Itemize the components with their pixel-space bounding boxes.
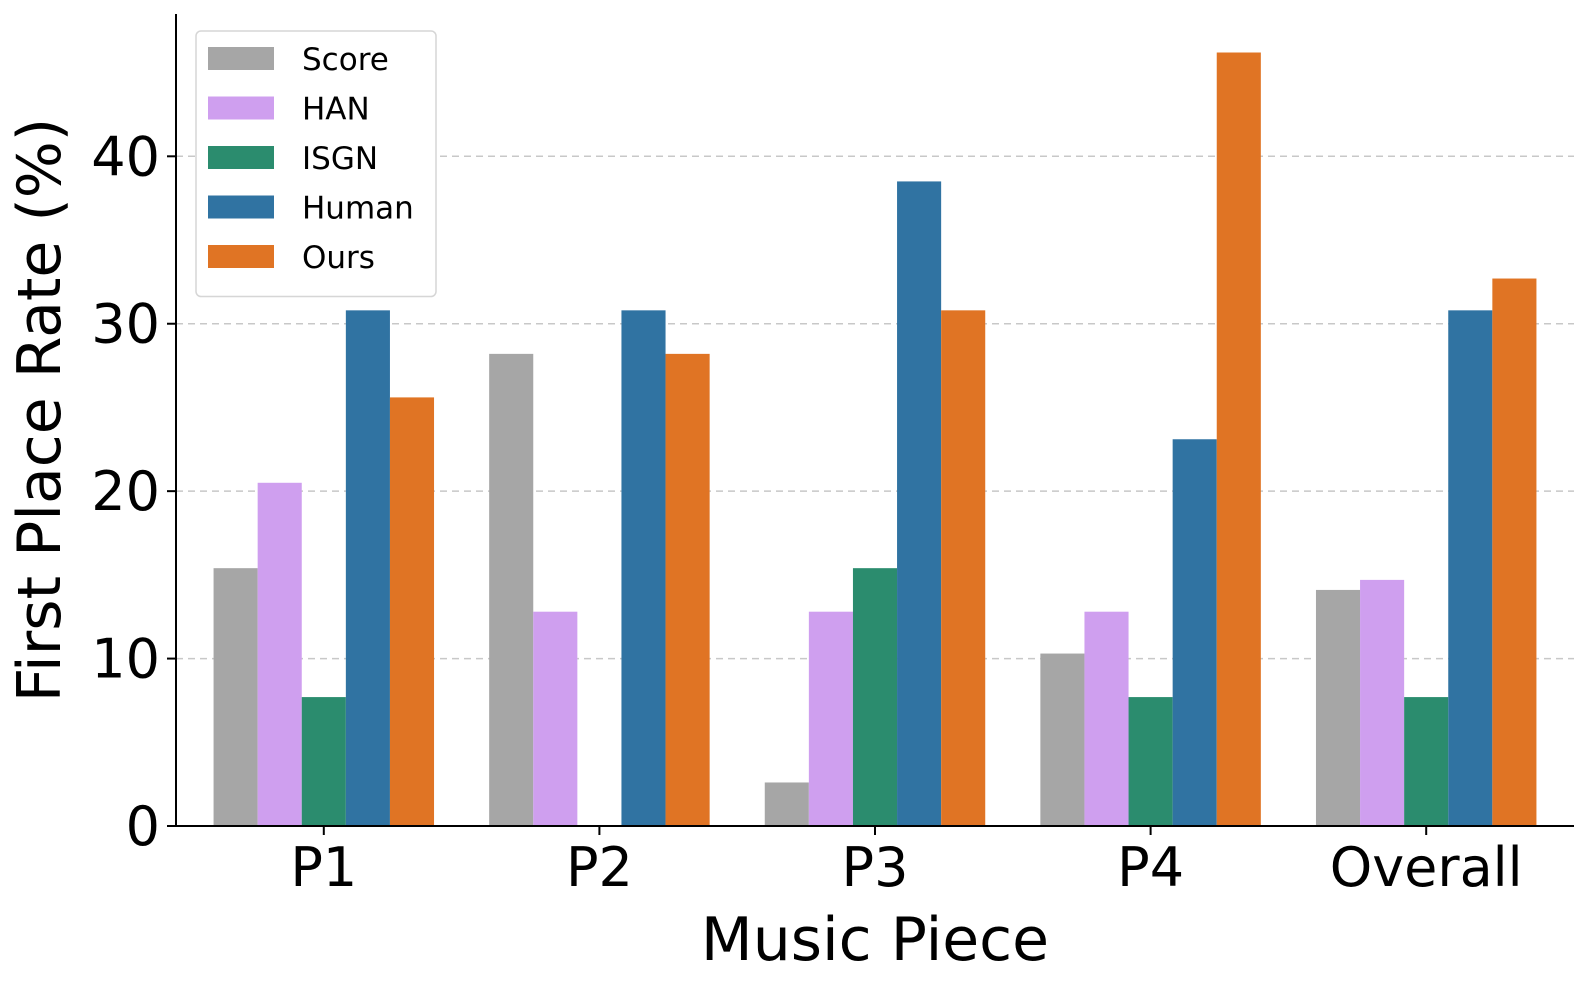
bar-human-p4 (1172, 439, 1217, 826)
bar-human-p3 (897, 181, 942, 827)
bar-isgn-p3 (852, 568, 898, 826)
bar-isgn-p4 (1128, 697, 1173, 826)
bar-human-p2 (621, 310, 666, 826)
bar-isgn-overall (1404, 697, 1449, 826)
bar-han-p2 (533, 611, 578, 826)
y-tick-label: 0 (126, 795, 160, 858)
bar-ours-p2 (665, 353, 710, 826)
bar-han-p1 (257, 482, 302, 826)
legend-swatch-score (208, 47, 274, 70)
bar-han-overall (1360, 579, 1405, 826)
y-tick-label: 30 (91, 293, 160, 356)
y-axis-title: First Place Rate (%) (5, 118, 75, 702)
bar-han-p4 (1084, 611, 1129, 826)
x-axis-title: Music Piece (701, 905, 1049, 975)
tick-labels: 0 10 20 30 40 P1 P2 P3 P4 Overall (91, 125, 1522, 899)
x-tick-label: P3 (842, 836, 909, 899)
y-tick-label: 10 (91, 628, 160, 691)
bar-score-p1 (213, 568, 258, 826)
legend-swatch-ours (208, 245, 274, 268)
legend-label-han: HAN (302, 92, 370, 128)
x-tick-label: P2 (566, 836, 633, 899)
y-tick-label: 20 (91, 460, 160, 523)
bar-ours-p3 (941, 310, 986, 826)
legend-swatch-han (208, 96, 274, 120)
x-tick-label: Overall (1330, 836, 1523, 899)
x-tick-label: P4 (1117, 836, 1184, 899)
bar-ours-p4 (1216, 52, 1261, 827)
legend-label-human: Human (302, 191, 414, 227)
bar-isgn-p1 (301, 697, 346, 826)
x-tick-label: P1 (290, 836, 357, 899)
bar-human-p1 (345, 310, 390, 826)
legend: Score HAN ISGN Human Ours (195, 30, 437, 298)
bar-human-overall (1448, 310, 1493, 826)
y-tick-label: 40 (91, 125, 160, 188)
legend-label-ours: Ours (302, 240, 375, 276)
bar-han-p3 (808, 611, 853, 826)
legend-label-score: Score (302, 42, 389, 78)
bar-ours-overall (1492, 278, 1537, 826)
bar-ours-p1 (389, 397, 435, 826)
legend-swatch-isgn (208, 146, 274, 169)
bar-score-p3 (764, 782, 809, 826)
bar-score-p2 (489, 353, 534, 826)
legend-swatch-human (208, 195, 274, 219)
legend-label-isgn: ISGN (302, 141, 378, 177)
bar-score-overall (1315, 589, 1361, 826)
bars (213, 52, 1537, 827)
bar-score-p4 (1040, 653, 1085, 826)
